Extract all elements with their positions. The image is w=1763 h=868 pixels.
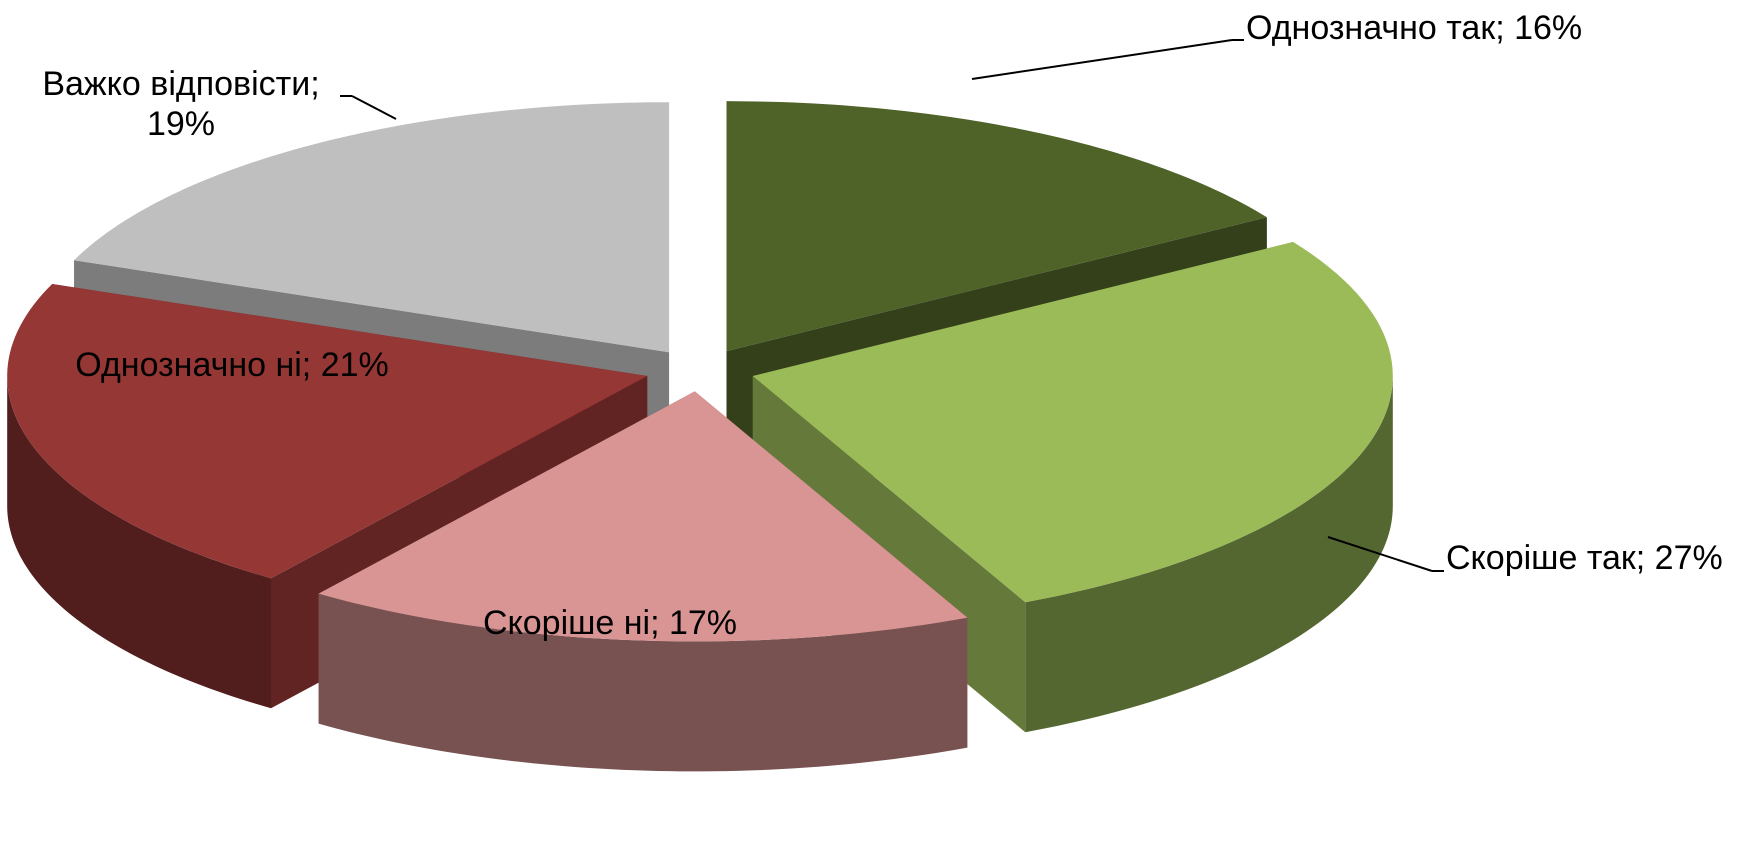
data-label: Скоріше ні; 17% [482,604,738,642]
slice-top [726,101,1267,352]
leader-line [1327,536,1433,572]
slice-side [1025,375,1393,733]
slice-top [7,283,648,579]
leader-line [971,39,1233,80]
slice [318,391,968,772]
slice-top [752,242,1393,603]
data-label: Важко відповісти; 19% [42,65,320,143]
slice-top [74,102,670,353]
pie [7,101,1393,772]
data-label: Однозначно ні; 21% [75,346,389,384]
leader-line [351,95,397,120]
data-label: Скоріше так; 27% [1446,539,1723,577]
data-label: Однозначно так; 16% [1246,9,1583,47]
slice-side [7,375,272,709]
slice-top [318,391,968,642]
slice-side [318,593,968,772]
